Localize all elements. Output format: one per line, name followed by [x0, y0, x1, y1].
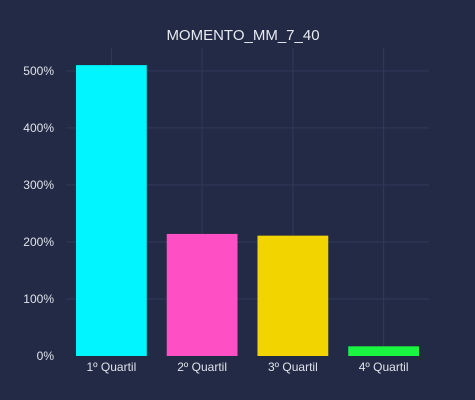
bar-3 [257, 235, 329, 356]
y-tick-label: 400% [23, 121, 54, 135]
chart-title: MOMENTO_MM_7_40 [166, 27, 319, 44]
y-axis: 0% 100% 200% 300% 400% 500% [23, 64, 54, 363]
x-tick-label: 4º Quartil [359, 360, 409, 374]
bars-layer [75, 65, 420, 356]
x-axis: 1º Quartil 2º Quartil 3º Quartil 4º Quartil [87, 360, 409, 374]
y-tick-label: 300% [23, 178, 54, 192]
bar-4 [348, 346, 420, 356]
y-tick-label: 200% [23, 235, 54, 249]
y-tick-label: 0% [37, 349, 55, 363]
bar-1 [75, 65, 147, 356]
y-tick-label: 100% [23, 292, 54, 306]
bar-2 [166, 233, 238, 356]
x-tick-label: 2º Quartil [177, 360, 227, 374]
x-tick-label: 1º Quartil [87, 360, 137, 374]
y-tick-label: 500% [23, 64, 54, 78]
x-tick-label: 3º Quartil [268, 360, 318, 374]
